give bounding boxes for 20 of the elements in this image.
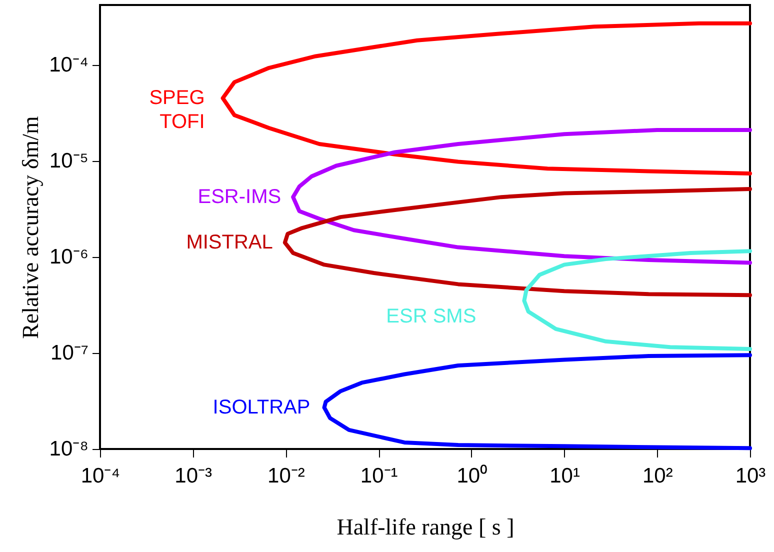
series-label: ESR-IMS <box>198 186 282 208</box>
series-label: ISOLTRAP <box>212 396 310 419</box>
y-tick-label: 10⁻⁸ <box>49 438 88 460</box>
x-tick-label: 10⁰ <box>456 464 488 488</box>
y-axis-title: Relative accuracy δm/m <box>18 116 44 339</box>
x-tick-label: 10³ <box>735 464 766 488</box>
y-tick-label: 10⁻⁶ <box>49 245 88 268</box>
y-tick-label: 10⁻⁷ <box>50 341 88 364</box>
x-tick-label: 10⁻¹ <box>360 464 398 488</box>
series-label: SPEG TOFI <box>149 87 205 134</box>
x-axis-title: Half-life range [ s ] <box>336 514 514 540</box>
text: ESR SMS <box>386 306 476 328</box>
y-tick-label: 10⁻⁴ <box>49 53 88 76</box>
x-tick-label: 10⁻⁴ <box>80 464 120 488</box>
y-tick-label: 10⁻⁵ <box>49 149 88 172</box>
x-tick-label: 10¹ <box>550 464 580 488</box>
x-tick-label: 10⁻² <box>268 464 305 488</box>
series-label: MISTRAL <box>186 232 273 254</box>
x-tick-label: 10² <box>642 464 673 488</box>
x-tick-label: 10⁻³ <box>174 464 212 488</box>
